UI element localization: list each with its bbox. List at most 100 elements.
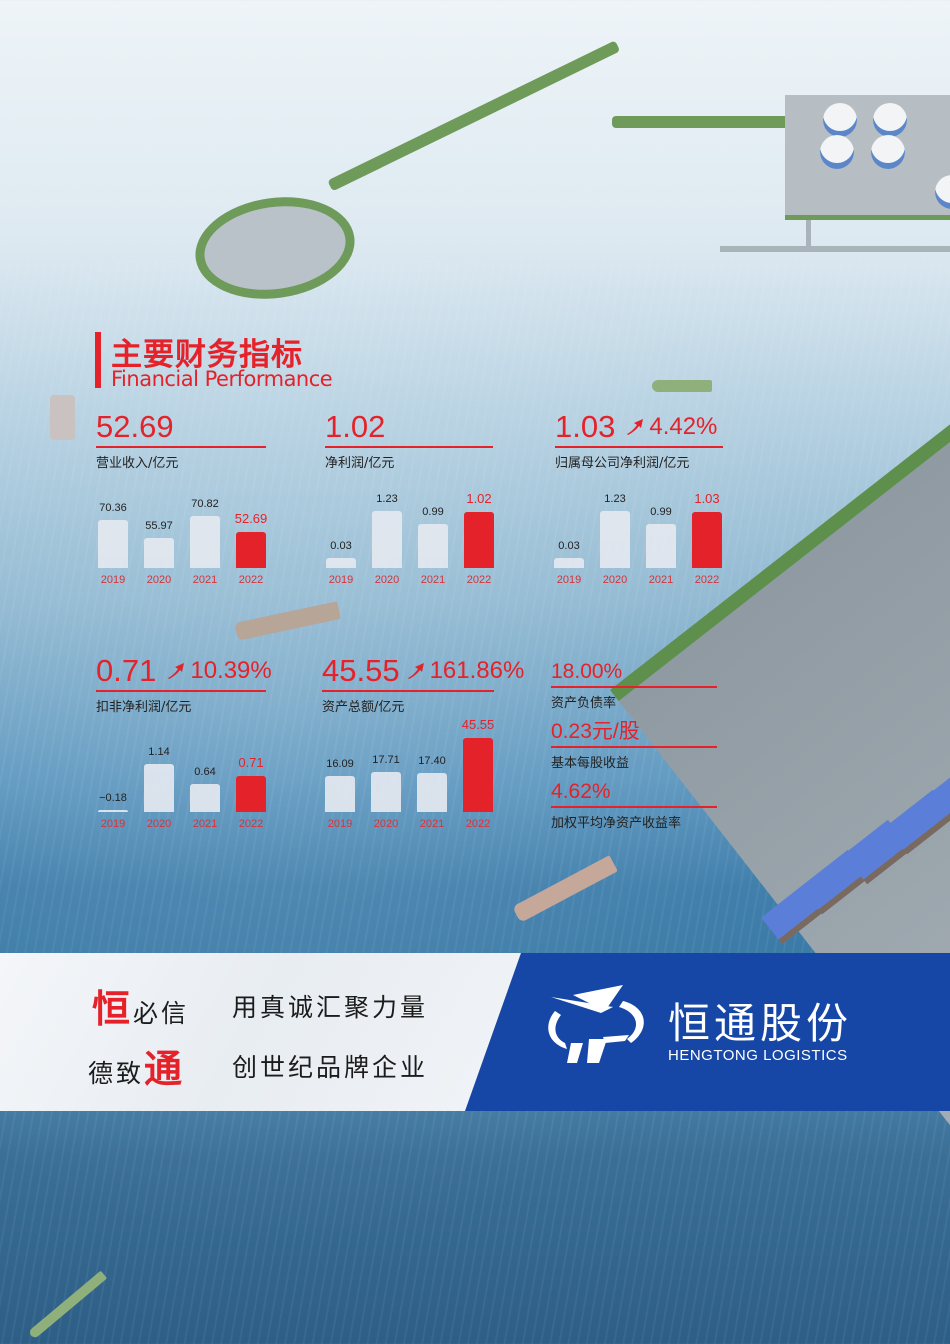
storage-tank-icon [871,135,905,169]
trend-up-arrow-icon [407,663,424,679]
growth-value: 161.86% [429,657,525,684]
x-tick-label: 2022 [694,574,720,586]
bar-value-label: 70.82 [191,498,219,510]
slogan-phrase-2: 创世纪品牌企业 [232,1053,429,1082]
metric-value: 1.02 [325,409,386,444]
x-tick-label: 2022 [238,574,264,586]
bar-2020 [144,764,174,812]
slogan-highlight-char: 恒 [92,987,134,1031]
x-tick-label: 2020 [146,818,172,830]
metric-underline [551,806,717,808]
metric-net-profit: 1.02 净利润/亿元 [325,410,493,471]
trend-up-arrow-icon [627,419,644,435]
metric-value: 1.03 [555,409,616,444]
metric-label: 扣非净利润/亿元 [96,700,192,715]
jetty-stem [806,220,811,250]
tank-yard [785,95,950,220]
x-tick-label: 2022 [466,574,492,586]
metric-value: 52.69 [96,409,174,444]
x-tick-label: 2019 [556,574,582,586]
metric-label: 资产负债率 [551,696,617,711]
x-tick-label: 2019 [100,574,126,586]
metric-value: 18.00% [551,660,623,683]
metric-underline [551,686,717,688]
bar-value-label: 1.23 [376,493,398,505]
bar-value-label: 17.71 [372,754,400,766]
bar-value-label: 70.36 [99,502,127,514]
slogan-line-2: 德致通 [88,1038,185,1093]
x-tick-label: 2022 [465,818,491,830]
bar-2021 [418,524,448,568]
storage-tank-icon [823,103,857,137]
x-tick-label: 2021 [192,574,218,586]
bar-value-label: 0.99 [422,506,444,518]
metric-label: 资产总额/亿元 [322,700,405,715]
breakwater-arm [327,40,621,192]
metric-underline [551,746,717,748]
x-tick-label: 2019 [327,818,353,830]
bar-value-label: 0.99 [650,506,672,518]
bar-value-label: −0.18 [99,792,127,804]
metric-underline [555,446,723,448]
bar-value-label: 1.02 [466,491,492,506]
bar-value-label: 1.23 [604,493,626,505]
metric-total-assets: 45.55 161.86% 资产总额/亿元 [322,653,524,715]
chart-net-profit: 0.03 1.23 0.99 1.02 2019 2020 2021 2022 [321,486,501,586]
slogan-band [0,953,560,1111]
metric-eps: 0.23元/股 基本每股收益 [551,720,717,771]
warehouse-roof [761,849,869,945]
bar-value-label: 45.55 [461,717,495,732]
title-accent-bar [95,332,101,388]
metric-revenue: 52.69 营业收入/亿元 [96,410,266,471]
chart-revenue: 70.36 55.97 70.82 52.69 2019 2020 2021 2… [93,486,273,586]
warehouse-roof [846,789,950,885]
bar-2021 [646,524,676,568]
bar-2020 [372,511,402,568]
metric-value: 0.71 [96,653,157,688]
jetty [720,246,950,252]
metric-roe: 4.62% 加权平均净资产收益率 [551,780,717,831]
breakwater-loop [188,187,362,309]
bar-value-label: 55.97 [145,520,173,532]
bar-2020 [144,538,174,568]
cargo-ship-icon [27,1270,108,1340]
x-tick-label: 2020 [146,574,172,586]
page-title: 主要财务指标 [111,337,303,373]
bar-value-label: 52.69 [234,511,268,526]
bar-value-label: 17.40 [418,755,446,767]
metric-label: 归属母公司净利润/亿元 [555,456,690,471]
bar-2020 [371,772,401,812]
brand-band [465,953,950,1111]
trend-up-arrow-icon [168,663,185,679]
metric-debt-ratio: 18.00% 资产负债率 [551,660,717,711]
slogan-phrase-1: 用真诚汇聚力量 [232,993,429,1022]
growth-indicator: 4.42% [625,413,717,441]
storage-tank-icon [873,103,907,137]
x-tick-label: 2021 [192,818,218,830]
metric-parent-net-profit: 1.03 4.42% 归属母公司净利润/亿元 [555,410,723,471]
bar-2021 [417,773,447,812]
bar-2019 [325,776,355,812]
bar-2022 [236,776,266,812]
x-tick-label: 2021 [420,574,446,586]
container-ship-icon [234,601,341,641]
bar-value-label: 0.71 [238,755,264,770]
metric-value: 45.55 [322,653,400,688]
hengtong-logo-icon [548,985,644,1063]
slogan-text: 德致 [88,1059,145,1088]
x-tick-label: 2019 [100,818,126,830]
bar-2022 [236,532,266,568]
bar-2022 [463,738,493,812]
slogan-highlight-char: 通 [144,1047,186,1091]
metric-label: 加权平均净资产收益率 [551,816,682,831]
metric-underline [96,446,266,448]
bar-2022 [692,512,722,568]
bar-value-label: 0.03 [330,540,352,552]
brand-name-en: HENGTONG LOGISTICS [668,1047,848,1064]
cargo-ship-icon [652,380,712,392]
x-tick-label: 2019 [328,574,354,586]
bar-2019 [98,520,128,568]
container-ship-icon [512,855,618,923]
growth-value: 4.42% [649,413,718,440]
warehouse-roof [886,759,950,855]
